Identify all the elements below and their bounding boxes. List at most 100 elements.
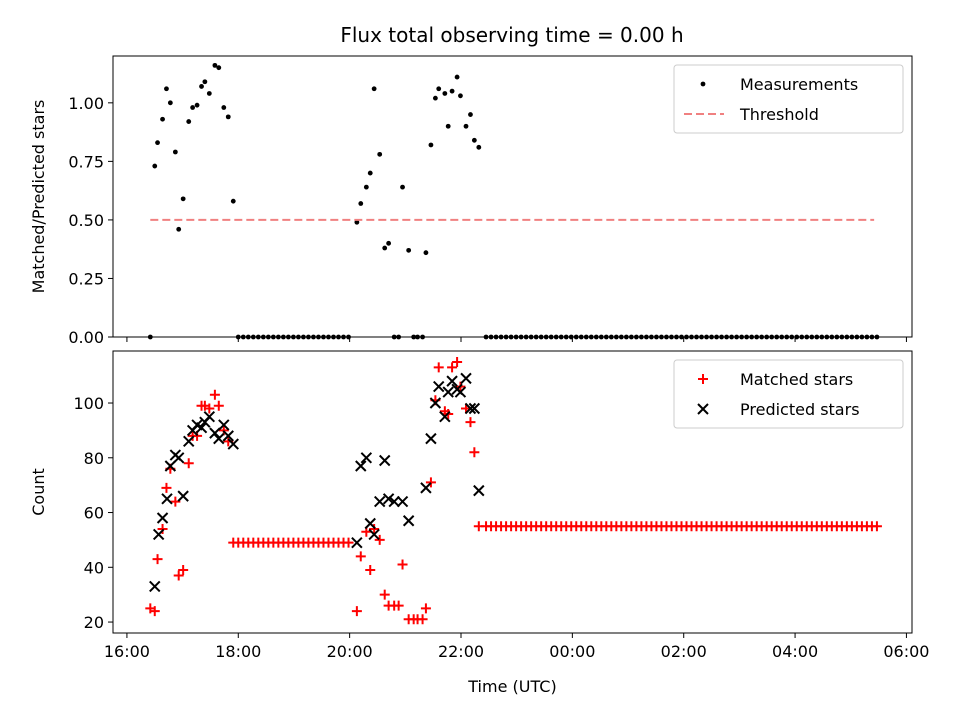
- measurement-point: [694, 334, 699, 340]
- measurement-point: [428, 142, 434, 148]
- measurement-point: [235, 334, 241, 340]
- measurement-point: [824, 334, 830, 340]
- measurement-point: [844, 334, 850, 340]
- measurement-point: [221, 105, 227, 110]
- measurement-point: [533, 334, 539, 340]
- predicted-star-point: [402, 515, 415, 527]
- measurement-point: [255, 334, 261, 340]
- measurement-point: [864, 334, 870, 340]
- panel1-y-tick-label: 0.00: [68, 328, 104, 347]
- measurement-point: [199, 84, 204, 89]
- measurement-point: [164, 86, 169, 92]
- predicted-star-point: [177, 490, 189, 502]
- x-tick-label: 02:00: [661, 642, 707, 661]
- matched-star-point: [433, 362, 444, 373]
- measurement-point: [874, 334, 880, 340]
- measurement-point: [306, 334, 311, 340]
- measurement-point: [280, 334, 286, 340]
- predicted-star-point: [209, 427, 221, 439]
- measurement-point: [420, 334, 425, 340]
- predicted-star-point: [379, 454, 391, 467]
- matched-star-point: [452, 356, 463, 367]
- matched-star-point: [379, 589, 390, 600]
- predicted-star-point: [442, 386, 454, 398]
- measurement-point: [528, 334, 534, 340]
- measurement-point: [216, 65, 222, 71]
- measurement-point: [172, 149, 178, 155]
- measurement-point: [809, 334, 815, 340]
- matched-star-point: [397, 559, 408, 570]
- predicted-star-point: [425, 432, 437, 445]
- measurement-point: [291, 334, 296, 340]
- measurement-point: [588, 334, 594, 340]
- matched-star-point: [393, 600, 404, 611]
- measurement-point: [804, 334, 810, 340]
- predicted-star-point: [473, 484, 485, 497]
- measurement-point: [563, 334, 569, 340]
- matched-star-point: [369, 523, 380, 534]
- predicted-star-point: [460, 372, 472, 385]
- measurement-point: [608, 334, 614, 340]
- measurement-point: [336, 334, 341, 340]
- measurement-point: [633, 334, 639, 340]
- measurement-point: [316, 334, 321, 340]
- measurement-point: [603, 334, 609, 340]
- measurement-point: [779, 334, 785, 340]
- measurement-point: [483, 334, 489, 340]
- x-tick-label: 18:00: [215, 642, 261, 661]
- measurement-point: [749, 334, 755, 340]
- matched-star-point: [425, 477, 436, 488]
- measurement-point: [498, 334, 504, 340]
- measurement-point: [523, 334, 529, 340]
- measurement-point: [513, 334, 519, 340]
- measurement-point: [754, 334, 760, 340]
- measurement-point: [759, 334, 765, 340]
- panel1-y-tick-label: 0.50: [68, 211, 104, 230]
- x-tick-label: 00:00: [549, 642, 595, 661]
- measurement-point: [834, 334, 840, 340]
- measurement-point: [659, 334, 664, 340]
- measurement-point: [724, 334, 729, 340]
- measurement-point: [819, 334, 825, 340]
- measurement-point: [202, 79, 208, 85]
- measurement-point: [400, 184, 405, 190]
- legend-measurement-swatch: [700, 81, 706, 87]
- measurement-point: [230, 198, 236, 204]
- measurement-point: [212, 62, 218, 68]
- predicted-star-point: [149, 580, 161, 593]
- matched-star-point: [209, 389, 220, 400]
- measurement-point: [578, 334, 584, 340]
- panel2-y-tick-label: 80: [84, 449, 104, 468]
- matched-star-point: [871, 521, 882, 532]
- measurement-point: [689, 334, 694, 340]
- predicted-star-point: [464, 402, 477, 415]
- measurement-point: [194, 102, 200, 108]
- predicted-star-point: [222, 430, 234, 442]
- predicted-star-point: [429, 397, 442, 409]
- x-tick-label: 16:00: [104, 642, 150, 661]
- measurement-point: [638, 334, 644, 340]
- measurement-point: [548, 334, 554, 340]
- predicted-star-point: [373, 495, 386, 508]
- predicted-star-point: [468, 402, 481, 415]
- measurement-point: [367, 170, 373, 176]
- predicted-star-point: [152, 528, 165, 541]
- measurement-point: [346, 334, 351, 340]
- predicted-star-point: [368, 528, 380, 541]
- measurement-point: [553, 334, 559, 340]
- measurement-point: [296, 334, 301, 340]
- measurement-point: [167, 100, 173, 106]
- predicted-star-point: [156, 512, 169, 524]
- measurement-point: [354, 219, 360, 225]
- measurement-point: [436, 86, 442, 92]
- x-tick-label: 04:00: [772, 642, 818, 661]
- matched-star-point: [183, 458, 194, 469]
- measurement-point: [538, 334, 544, 340]
- panel1-y-tick-label: 0.25: [68, 269, 104, 288]
- x-tick-label: 22:00: [438, 642, 484, 661]
- panel2-legend-label: Predicted stars: [740, 400, 860, 419]
- panel1-y-tick-label: 0.75: [68, 152, 104, 171]
- measurement-point: [321, 334, 326, 340]
- measurement-point: [774, 334, 780, 340]
